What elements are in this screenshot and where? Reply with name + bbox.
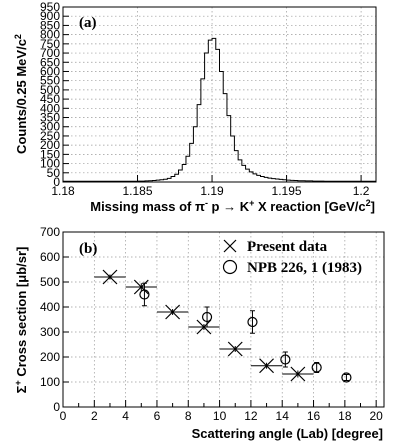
panel-b-x-tick-label: 0 xyxy=(60,409,67,423)
panel-a-y-tick-label: 300 xyxy=(40,120,60,134)
panel-b-y-tick-label: 200 xyxy=(40,350,60,364)
panel-b-x-tick-label: 20 xyxy=(369,409,383,423)
legend-entry-present-data: Present data xyxy=(247,239,328,255)
legend-marker-circle-icon xyxy=(222,259,238,275)
panel-b-x-tick-label: 14 xyxy=(276,409,290,423)
panel-a-y-tick-label: 50 xyxy=(47,166,61,180)
npb-data-point xyxy=(341,372,352,383)
npb-data-point xyxy=(247,310,258,334)
panel-a-y-tick-label: 850 xyxy=(40,18,60,32)
circle-marker xyxy=(139,289,150,300)
panel-a-y-tick-label: 900 xyxy=(40,9,60,23)
panel-a-x-tick-label: 1.19 xyxy=(200,184,224,198)
panel-a-y-tick-label: 500 xyxy=(40,83,60,97)
panel-b-y-tick-label: 600 xyxy=(40,250,60,264)
panel-b-x-tick-label: 8 xyxy=(185,409,192,423)
circle-marker xyxy=(201,311,213,323)
panel-a-y-tick-label: 450 xyxy=(40,92,60,106)
panel-a-x-tick-label: 1.18 xyxy=(51,184,75,198)
panel-a-x-tick-label: 1.195 xyxy=(272,184,302,198)
panel-a-y-tick-label: 400 xyxy=(40,101,60,115)
present-data-point xyxy=(219,341,251,357)
panel-a-x-axis-label: Missing mass of π- p → K+ X reaction [Ge… xyxy=(90,198,375,214)
panel-b-y-tick-label: 100 xyxy=(40,375,60,389)
panel-b-cross-section: 0 2 4 6 8 10 12 14 16 18 200100200300400500600700 … xyxy=(13,225,385,441)
panel-b-x-tick-label: 18 xyxy=(338,409,352,423)
npb-data-point xyxy=(201,306,213,328)
npb-data-point xyxy=(311,362,322,373)
x-marker-stroke xyxy=(165,304,181,320)
panel-a-y-tick-label: 100 xyxy=(40,157,60,171)
panel-a-y-axis-label: Counts/0.25 MeV/c2 xyxy=(13,34,29,154)
panel-a-y-tick-label: 250 xyxy=(40,129,60,143)
panel-a-y-tick-label: 550 xyxy=(40,74,60,88)
panel-a-y-tick-label: 600 xyxy=(40,64,60,78)
panel-a-y-tick-label: 350 xyxy=(40,111,60,125)
panel-a-y-tick-label: 950 xyxy=(40,0,60,14)
panel-a-x-tick-label: 1.185 xyxy=(123,184,153,198)
panel-a-x-tick-label: 1.2 xyxy=(353,184,370,198)
panel-a-histogram: 1.18 1.185 1.19 1.195 1.2 0501001502002503003… xyxy=(13,0,377,214)
panel-b-y-tick-label: 300 xyxy=(40,325,60,339)
panel-b-frame xyxy=(62,231,385,408)
panel-a-y-tick-label: 150 xyxy=(40,147,60,161)
present-data-point xyxy=(156,304,189,320)
npb-data-point xyxy=(280,351,291,368)
panel-a-y-tick-label: 800 xyxy=(40,28,60,42)
x-marker-stroke xyxy=(227,341,243,357)
present-data-point xyxy=(188,319,220,335)
panel-b-x-tick-label: 2 xyxy=(91,409,98,423)
panel-a-y-tick-label: 650 xyxy=(40,55,60,69)
present-data-point xyxy=(250,358,283,374)
legend: Present data NPB 226, 1 (1983) xyxy=(222,239,362,276)
legend-marker-x-icon xyxy=(223,239,237,253)
histogram-line xyxy=(63,37,376,182)
circle-marker xyxy=(341,372,352,383)
x-marker-stroke xyxy=(196,319,212,335)
circle-marker xyxy=(280,354,291,365)
panel-b-x-tick-label: 12 xyxy=(244,409,258,423)
panel-a-label: (a) xyxy=(79,15,97,31)
npb-data-point xyxy=(139,282,150,307)
panel-b-x-tick-label: 16 xyxy=(307,409,321,423)
x-marker-stroke xyxy=(102,269,118,285)
panel-a-y-tick-label: 750 xyxy=(40,37,60,51)
panel-b-y-tick-label: 0 xyxy=(53,400,60,414)
panel-b-y-axis-label: Σ+ Cross section [μb/sr] xyxy=(13,247,29,394)
panel-b-x-tick-label: 10 xyxy=(213,409,227,423)
panel-a-y-tick-label: 0 xyxy=(53,175,60,189)
present-data-point xyxy=(282,366,314,382)
present-data-point xyxy=(94,269,126,285)
panel-b-x-tick-label: 4 xyxy=(122,409,129,423)
x-marker-stroke xyxy=(290,366,306,382)
panel-b-x-axis-label: Scattering angle (Lab) [degree] xyxy=(192,426,383,441)
panel-a-frame xyxy=(62,6,377,183)
panel-a-y-tick-label: 200 xyxy=(40,138,60,152)
present-data-point xyxy=(125,279,157,295)
circle-marker xyxy=(247,316,258,328)
x-marker-stroke xyxy=(133,279,149,295)
circle-marker xyxy=(311,362,322,373)
panel-b-y-tick-label: 700 xyxy=(40,225,60,239)
panel-b-x-tick-label: 6 xyxy=(154,409,161,423)
panel-b-y-tick-label: 500 xyxy=(40,275,60,289)
panel-b-label: (b) xyxy=(79,241,97,257)
panel-b-y-tick-label: 400 xyxy=(40,300,60,314)
panel-a-y-tick-label: 700 xyxy=(40,46,60,60)
x-marker-stroke xyxy=(259,358,274,374)
legend-entry-npb: NPB 226, 1 (1983) xyxy=(247,260,362,276)
